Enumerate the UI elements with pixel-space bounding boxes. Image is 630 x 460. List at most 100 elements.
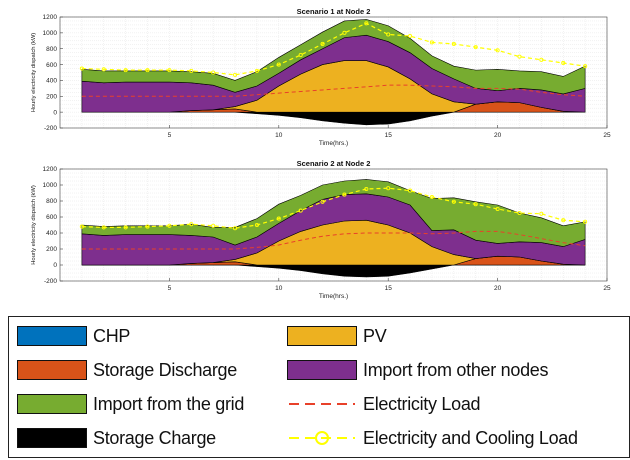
point-electricity-and-cooling-load bbox=[583, 219, 588, 224]
point-electricity-and-cooling-load bbox=[429, 40, 435, 45]
x-tick-label: 5 bbox=[168, 132, 172, 139]
legend-label-electricity-load: Electricity Load bbox=[363, 393, 481, 414]
y-tick-label: 1200 bbox=[43, 14, 58, 21]
x-tick-label: 20 bbox=[494, 285, 502, 292]
point-electricity-and-cooling-load bbox=[298, 53, 303, 58]
x-tick-label: 15 bbox=[385, 132, 393, 139]
point-electricity-and-cooling-load bbox=[211, 223, 216, 228]
y-tick-label: 400 bbox=[46, 230, 57, 237]
point-electricity-and-cooling-load bbox=[408, 188, 413, 193]
legend-label-storage-discharge: Storage Discharge bbox=[93, 359, 237, 380]
x-tick-label: 10 bbox=[275, 285, 283, 292]
point-electricity-and-cooling-load bbox=[517, 54, 522, 59]
y-tick-label: 0 bbox=[53, 109, 57, 116]
point-electricity-and-cooling-load bbox=[583, 64, 588, 69]
point-electricity-and-cooling-load bbox=[254, 222, 259, 228]
point-electricity-and-cooling-load bbox=[79, 66, 84, 71]
x-tick-label: 25 bbox=[603, 285, 611, 292]
x-tick-label: 5 bbox=[168, 285, 172, 292]
axes-box bbox=[59, 16, 608, 129]
legend-item-pv: PV bbox=[287, 323, 387, 349]
point-electricity-and-cooling-load bbox=[495, 48, 500, 53]
chart-panel-1: 5 10 15 20 25 -200 0 200 400 600 800 1000 1200 Scenar… bbox=[31, 7, 611, 147]
point-electricity-and-cooling-load bbox=[167, 223, 172, 228]
legend-label-electricity-cooling-load: Electricity and Cooling Load bbox=[363, 427, 578, 448]
point-electricity-and-cooling-load bbox=[561, 60, 566, 66]
point-electricity-and-cooling-load bbox=[342, 30, 347, 35]
point-electricity-and-cooling-load bbox=[386, 32, 391, 37]
y-axis-label: Hourly electricity dispatch (kW) bbox=[31, 33, 37, 113]
point-electricity-and-cooling-load bbox=[232, 72, 238, 77]
legend-label-storage-charge: Storage Charge bbox=[93, 427, 216, 448]
axes-box bbox=[59, 168, 608, 282]
legend-swatch-import-other-nodes bbox=[287, 360, 357, 380]
y-tick-label: 600 bbox=[46, 62, 57, 69]
chart-panel-2: 5 10 15 20 25 -200 0 200 400 600 800 1000 1200 Scenar… bbox=[31, 159, 611, 300]
y-tick-label: -200 bbox=[44, 278, 57, 285]
y-tick-label: 1000 bbox=[43, 182, 58, 189]
x-tick-label: 10 bbox=[275, 132, 283, 139]
chart-title: Scenario 2 at Node 2 bbox=[297, 159, 371, 168]
y-axis-label: Hourly electricity dispatch (kW) bbox=[31, 185, 37, 265]
point-electricity-and-cooling-load bbox=[276, 216, 281, 221]
point-electricity-and-cooling-load bbox=[79, 224, 84, 229]
y-tick-label: 200 bbox=[46, 93, 57, 100]
legend-label-import-grid: Import from the grid bbox=[93, 393, 245, 414]
chart-title: Scenario 1 at Node 2 bbox=[297, 7, 371, 16]
x-axis-label: Time(hrs.) bbox=[319, 140, 348, 147]
line-electricity-and-cooling-load bbox=[81, 187, 586, 229]
point-electricity-and-cooling-load bbox=[429, 194, 435, 200]
legend-item-storage-discharge: Storage Discharge bbox=[17, 357, 237, 383]
point-electricity-and-cooling-load bbox=[189, 222, 194, 227]
legend-item-electricity-cooling-load: Electricity and Cooling Load bbox=[287, 425, 578, 451]
point-electricity-and-cooling-load bbox=[451, 199, 456, 204]
point-electricity-and-cooling-load bbox=[473, 45, 478, 50]
point-electricity-and-cooling-load bbox=[473, 202, 478, 207]
y-tick-label: 600 bbox=[46, 214, 57, 221]
point-electricity-and-cooling-load bbox=[517, 210, 522, 216]
point-electricity-and-cooling-load bbox=[232, 226, 238, 231]
legend-item-import-grid: Import from the grid bbox=[17, 391, 244, 417]
point-electricity-and-cooling-load bbox=[495, 206, 500, 212]
y-tick-label: 400 bbox=[46, 78, 57, 85]
legend: CHP PV Storage Discharge Import from oth… bbox=[8, 316, 630, 458]
y-tick-label: 0 bbox=[53, 262, 57, 269]
point-electricity-and-cooling-load bbox=[451, 41, 456, 47]
area-import-from-the-grid bbox=[81, 179, 586, 247]
point-electricity-and-cooling-load bbox=[539, 57, 544, 62]
legend-dashed-circle-line-icon bbox=[289, 431, 355, 445]
line-electricity-and-cooling-load bbox=[81, 22, 586, 76]
point-electricity-and-cooling-load bbox=[320, 199, 325, 204]
x-tick-label: 25 bbox=[603, 132, 611, 139]
point-electricity-and-cooling-load bbox=[167, 68, 172, 73]
point-electricity-and-cooling-load bbox=[123, 68, 128, 73]
x-tick-label: 20 bbox=[494, 132, 502, 139]
y-tick-label: 1200 bbox=[43, 166, 58, 173]
point-electricity-and-cooling-load bbox=[539, 211, 544, 216]
legend-swatch-chp bbox=[17, 326, 87, 346]
point-electricity-and-cooling-load bbox=[298, 208, 303, 213]
point-electricity-and-cooling-load bbox=[101, 67, 106, 72]
y-tick-label: 800 bbox=[46, 46, 57, 53]
area-import-from-the-grid bbox=[81, 19, 586, 95]
y-tick-label: 800 bbox=[46, 198, 57, 205]
y-tick-label: -200 bbox=[44, 125, 57, 132]
y-tick-label: 200 bbox=[46, 246, 57, 253]
point-electricity-and-cooling-load bbox=[123, 225, 128, 230]
point-electricity-and-cooling-load bbox=[561, 218, 566, 223]
legend-item-electricity-load: Electricity Load bbox=[287, 391, 481, 417]
legend-swatch-storage-charge bbox=[17, 428, 87, 448]
point-electricity-and-cooling-load bbox=[211, 70, 216, 75]
legend-item-chp: CHP bbox=[17, 323, 130, 349]
point-electricity-and-cooling-load bbox=[145, 68, 150, 73]
point-electricity-and-cooling-load bbox=[364, 186, 369, 192]
x-tick-label: 15 bbox=[385, 285, 393, 292]
legend-item-import-other-nodes: Import from other nodes bbox=[287, 357, 548, 383]
point-electricity-and-cooling-load bbox=[408, 33, 413, 39]
point-electricity-and-cooling-load bbox=[364, 21, 369, 26]
y-tick-label: 1000 bbox=[43, 30, 58, 37]
legend-dashed-line-icon bbox=[289, 403, 355, 405]
legend-label-pv: PV bbox=[363, 325, 387, 346]
point-electricity-and-cooling-load bbox=[386, 186, 391, 191]
legend-label-chp: CHP bbox=[93, 325, 131, 346]
